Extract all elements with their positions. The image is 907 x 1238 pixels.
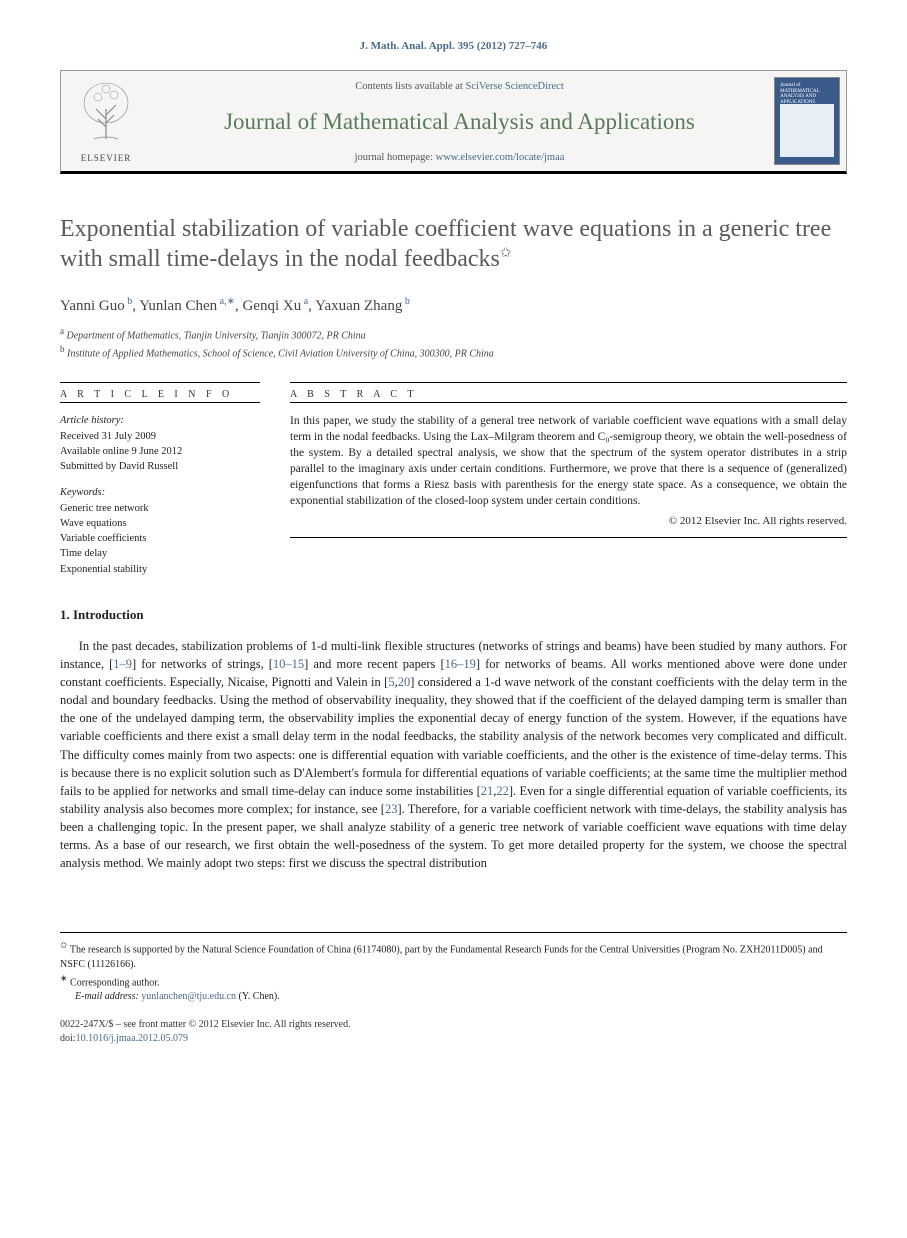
homepage-prefix: journal homepage: (355, 152, 436, 163)
section-1-heading: 1. Introduction (60, 607, 847, 623)
abstract-text: In this paper, we study the stability of… (290, 413, 847, 510)
journal-header: ELSEVIER Contents lists available at Sci… (60, 70, 847, 174)
history-label: Article history: (60, 413, 260, 428)
bottom-matter: 0022-247X/$ – see front matter © 2012 El… (60, 1018, 847, 1046)
funding-text: The research is supported by the Natural… (60, 945, 823, 970)
elsevier-label: ELSEVIER (81, 153, 132, 163)
authors-line: Yanni Guo b, Yunlan Chen a,∗, Genqi Xu a… (60, 296, 847, 315)
homepage-line: journal homepage: www.elsevier.com/locat… (161, 152, 758, 163)
email-link[interactable]: yunlanchen@tju.edu.cn (141, 991, 236, 1002)
email-footnote: E-mail address: yunlanchen@tju.edu.cn (Y… (60, 990, 847, 1004)
elsevier-tree-icon (76, 79, 136, 149)
journal-name: Journal of Mathematical Analysis and App… (161, 109, 758, 135)
abstract-copyright: © 2012 Elsevier Inc. All rights reserved… (290, 515, 847, 527)
abstract-rule-top (290, 382, 847, 383)
doi-line: doi:10.1016/j.jmaa.2012.05.079 (60, 1032, 847, 1046)
funding-footnote: ✩ The research is supported by the Natur… (60, 939, 847, 971)
history-line: Available online 9 June 2012 (60, 444, 260, 459)
email-label: E-mail address: (75, 991, 139, 1002)
history-block: Article history: Received 31 July 2009Av… (60, 413, 260, 475)
citation-line: J. Math. Anal. Appl. 395 (2012) 727–746 (60, 40, 847, 52)
contents-prefix: Contents lists available at (355, 81, 465, 92)
affiliations-block: a Department of Mathematics, Tianjin Uni… (60, 325, 847, 362)
sciencedirect-link[interactable]: SciVerse ScienceDirect (465, 81, 563, 92)
elsevier-logo-block: ELSEVIER (61, 71, 151, 171)
homepage-link[interactable]: www.elsevier.com/locate/jmaa (436, 152, 565, 163)
cover-image: Journal of MATHEMATICAL ANALYSIS AND APP… (774, 77, 840, 165)
journal-cover-thumb: Journal of MATHEMATICAL ANALYSIS AND APP… (768, 71, 846, 171)
keyword-line: Exponential stability (60, 562, 260, 577)
author-name: Yunlan Chen (139, 298, 217, 314)
author-name: Yanni Guo (60, 298, 125, 314)
author-name: Yaxuan Zhang (315, 298, 402, 314)
doi-link[interactable]: 10.1016/j.jmaa.2012.05.079 (76, 1033, 189, 1044)
article-info-header: A R T I C L E I N F O (60, 389, 260, 400)
history-line: Submitted by David Russell (60, 459, 260, 474)
keyword-line: Time delay (60, 546, 260, 561)
affiliation-line: a Department of Mathematics, Tianjin Uni… (60, 325, 847, 343)
keyword-line: Variable coefficients (60, 531, 260, 546)
funding-marker: ✩ (60, 940, 68, 950)
abstract-column: A B S T R A C T In this paper, we study … (290, 380, 847, 577)
keyword-line: Generic tree network (60, 501, 260, 516)
author-affil-mark: b (125, 296, 133, 307)
footnotes-block: ✩ The research is supported by the Natur… (60, 932, 847, 1004)
corresponding-footnote: ∗ Corresponding author. (60, 972, 847, 990)
history-line: Received 31 July 2009 (60, 429, 260, 444)
article-title: Exponential stabilization of variable co… (60, 214, 847, 274)
title-text: Exponential stabilization of variable co… (60, 216, 831, 272)
contents-available-line: Contents lists available at SciVerse Sci… (161, 81, 758, 92)
author-affil-mark: b (402, 296, 410, 307)
email-person: (Y. Chen). (239, 991, 280, 1002)
author-affil-mark: a (301, 296, 308, 307)
keyword-line: Wave equations (60, 516, 260, 531)
info-rule-mid (60, 402, 260, 403)
abstract-rule-bot (290, 537, 847, 538)
corr-marker: ∗ (60, 973, 68, 983)
info-abstract-row: A R T I C L E I N F O Article history: R… (60, 380, 847, 577)
doi-label: doi: (60, 1033, 76, 1044)
cover-title-text: Journal of MATHEMATICAL ANALYSIS AND APP… (780, 83, 834, 105)
abstract-header: A B S T R A C T (290, 389, 847, 400)
article-info-column: A R T I C L E I N F O Article history: R… (60, 380, 260, 577)
title-note-marker: ✩ (500, 246, 512, 261)
header-center: Contents lists available at SciVerse Sci… (151, 71, 768, 171)
abstract-rule-mid (290, 402, 847, 403)
keywords-label: Keywords: (60, 485, 260, 500)
intro-paragraph: In the past decades, stabilization probl… (60, 637, 847, 873)
keywords-block: Keywords: Generic tree networkWave equat… (60, 485, 260, 577)
author-affil-mark: a,∗ (217, 296, 235, 307)
issn-line: 0022-247X/$ – see front matter © 2012 El… (60, 1018, 847, 1032)
affiliation-line: b Institute of Applied Mathematics, Scho… (60, 343, 847, 361)
author-name: Genqi Xu (242, 298, 301, 314)
corr-text: Corresponding author. (70, 977, 159, 988)
info-rule-top (60, 382, 260, 383)
